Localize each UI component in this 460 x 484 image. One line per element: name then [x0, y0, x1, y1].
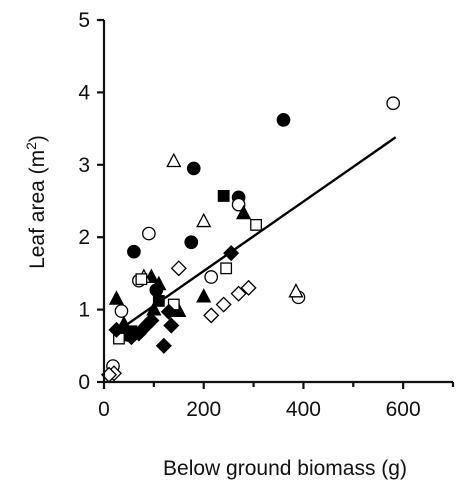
data-point-open-diamond: [215, 296, 232, 313]
y-axis-title-superscript: 2: [23, 142, 39, 150]
data-point-filled-triangle: [236, 204, 252, 220]
data-point-open-diamond: [203, 307, 220, 324]
data-point-filled-triangle: [108, 290, 125, 305]
data-point-filled-diamond: [130, 325, 147, 342]
data-point-open-circle: [231, 197, 246, 212]
data-point-filled-diamond: [163, 317, 180, 334]
data-point-filled-diamond: [143, 312, 160, 329]
y-tick-label: 2: [78, 226, 90, 249]
x-tick-label: 600: [386, 398, 421, 421]
y-tick-label: 0: [78, 371, 90, 394]
data-point-open-circle: [386, 96, 401, 111]
axes: [97, 18, 455, 389]
data-point-filled-diamond: [223, 245, 240, 262]
x-tick-label: 200: [186, 398, 221, 421]
data-point-filled-triangle: [146, 301, 162, 316]
data-point-filled-triangle: [196, 288, 212, 303]
data-point-open-square: [135, 273, 148, 286]
data-point-filled-square: [217, 190, 230, 202]
data-point-filled-diamond: [108, 321, 125, 338]
y-axis-title-close: ): [26, 135, 49, 142]
data-point-filled-square: [152, 294, 165, 307]
data-point-filled-triangle: [151, 275, 167, 291]
data-point-open-circle: [142, 226, 156, 241]
markers: [100, 96, 401, 383]
x-axis-title: Below ground biomass (g): [163, 457, 407, 480]
data-point-filled-diamond: [155, 337, 172, 354]
data-point-open-square: [250, 218, 262, 231]
data-point-open-circle: [114, 304, 129, 318]
y-axis-title: Leaf area (m2): [23, 135, 49, 269]
data-point-filled-circle: [127, 244, 141, 259]
data-point-open-square: [220, 262, 233, 275]
x-tick-label: 400: [286, 398, 321, 421]
data-point-filled-circle: [276, 113, 291, 127]
data-point-open-diamond: [230, 285, 247, 302]
x-tick-label: 0: [98, 398, 110, 421]
y-tick-label: 4: [78, 81, 90, 104]
tick-labels: 0 1 2 3 4 5 0 200 400 600: [78, 9, 420, 421]
data-point-open-diamond: [170, 260, 187, 277]
y-tick-label: 5: [78, 9, 90, 32]
data-point-filled-diamond: [160, 303, 177, 320]
y-axis-title-main: Leaf area (m: [26, 150, 49, 269]
data-point-filled-circle: [186, 161, 201, 176]
y-tick-label: 1: [78, 299, 90, 322]
data-point-open-triangle: [196, 212, 212, 228]
data-point-filled-circle: [184, 235, 199, 250]
data-point-open-circle: [204, 270, 219, 284]
y-tick-label: 3: [78, 154, 90, 177]
data-point-open-diamond: [240, 279, 257, 296]
data-point-open-triangle: [166, 152, 182, 168]
data-point-open-triangle: [288, 283, 304, 298]
